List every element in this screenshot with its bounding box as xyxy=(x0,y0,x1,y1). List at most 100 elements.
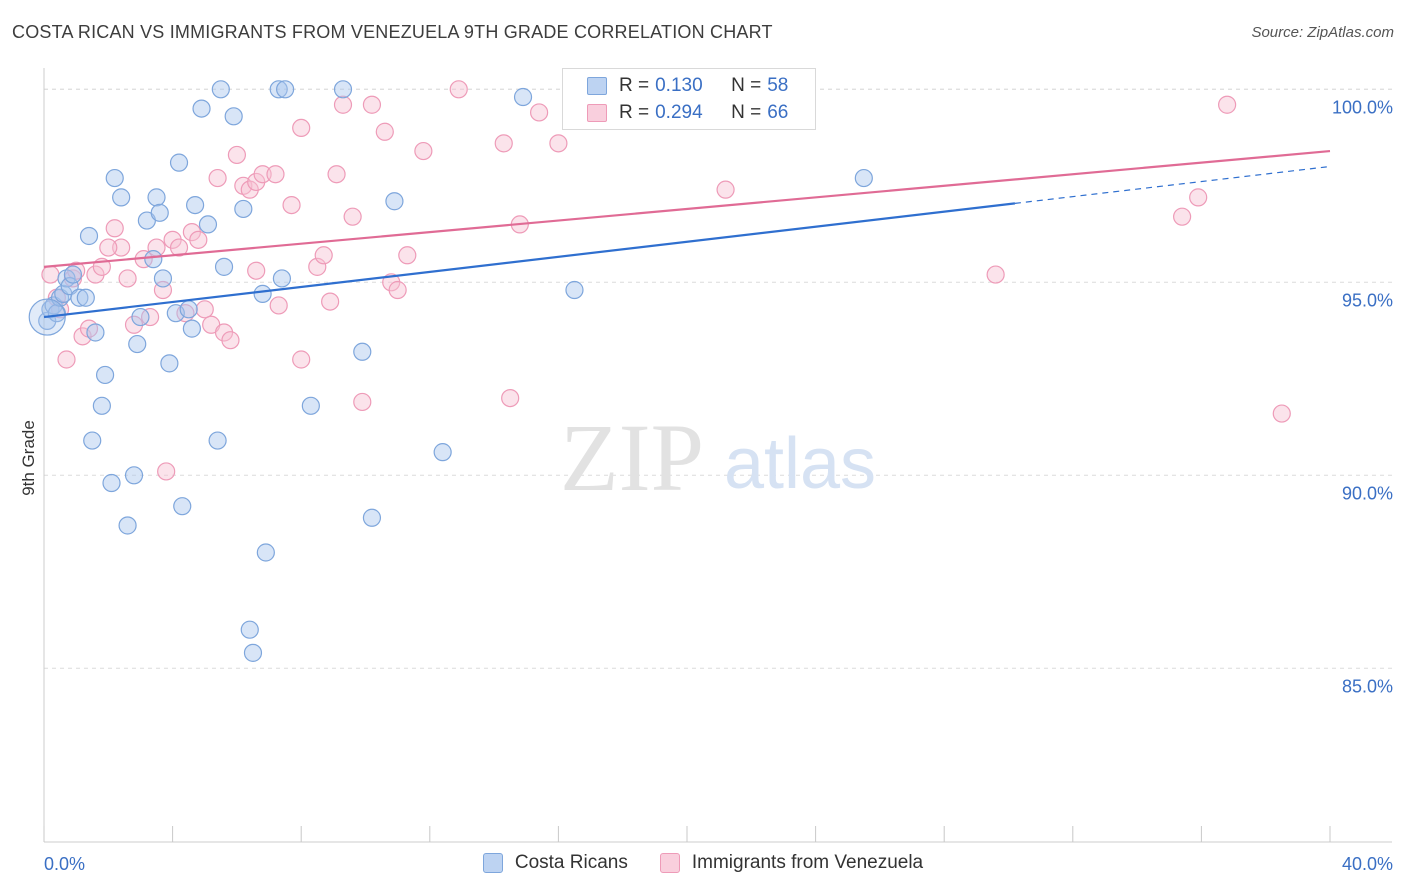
data-point-costa-rican xyxy=(124,466,144,485)
data-point-venezuela xyxy=(221,331,240,350)
data-point-costa-rican xyxy=(128,334,147,354)
data-point-costa-rican xyxy=(147,188,166,207)
data-point-venezuela xyxy=(157,462,176,481)
data-point-venezuela xyxy=(57,350,76,369)
data-point-costa-rican xyxy=(854,168,873,188)
data-point-costa-rican xyxy=(63,265,83,284)
data-point-costa-rican xyxy=(182,319,201,338)
data-point-venezuela xyxy=(327,165,346,184)
data-point-costa-rican xyxy=(95,365,115,385)
data-point-venezuela xyxy=(253,165,272,184)
data-point-venezuela xyxy=(1272,404,1291,423)
data-point-venezuela xyxy=(549,134,568,153)
chart-title: COSTA RICAN VS IMMIGRANTS FROM VENEZUELA… xyxy=(12,22,773,42)
data-point-costa-rican xyxy=(112,188,131,207)
legend-r-value: 0.294 xyxy=(655,102,703,123)
data-point-costa-rican xyxy=(198,215,218,234)
data-point-venezuela xyxy=(501,389,520,408)
y-axis-title: 9th Grade xyxy=(19,420,38,496)
y-tick-label: 85.0% xyxy=(1342,676,1393,696)
x-tick-label: 40.0% xyxy=(1342,854,1393,874)
data-point-costa-rican xyxy=(565,280,584,300)
legend-item-costa-ricans[interactable]: Costa Ricans xyxy=(482,852,628,874)
legend-row-venezuela: R = 0.294 N = 66 xyxy=(587,101,788,125)
data-point-costa-rican xyxy=(102,473,121,493)
data-point-venezuela xyxy=(388,280,407,300)
data-point-costa-rican xyxy=(118,516,137,535)
data-point-venezuela xyxy=(986,265,1005,284)
legend-n-value: 58 xyxy=(767,75,789,96)
legend-r-value: 0.130 xyxy=(655,75,703,96)
data-point-venezuela xyxy=(1173,207,1192,226)
data-point-venezuela xyxy=(398,246,417,265)
data-point-costa-rican xyxy=(276,80,295,99)
data-point-costa-rican xyxy=(353,342,372,361)
data-point-venezuela xyxy=(292,118,311,138)
y-tick-label: 90.0% xyxy=(1342,483,1393,503)
data-point-costa-rican xyxy=(105,168,124,188)
data-point-costa-rican xyxy=(179,300,198,319)
data-point-costa-rican xyxy=(234,199,253,219)
legend-r-label: R = xyxy=(619,102,650,123)
data-point-costa-rican xyxy=(513,87,533,107)
data-point-venezuela xyxy=(41,265,60,284)
y-tick-label: 100.0% xyxy=(1332,97,1393,117)
data-point-venezuela xyxy=(530,103,549,122)
trend-layer xyxy=(43,149,1331,319)
grid-layer xyxy=(44,88,1392,669)
watermark-atlas: atlas xyxy=(724,424,876,504)
data-point-venezuela xyxy=(118,269,137,288)
legend-item-venezuela[interactable]: Immigrants from Venezuela xyxy=(659,852,924,874)
trendline-costa-rican-extension xyxy=(1014,165,1331,204)
data-point-venezuela xyxy=(105,219,124,238)
legend-swatch-blue xyxy=(587,77,607,95)
data-point-venezuela xyxy=(247,261,266,280)
data-point-costa-rican xyxy=(192,99,211,118)
data-point-costa-rican xyxy=(243,643,263,662)
data-point-costa-rican xyxy=(240,620,259,639)
data-point-costa-rican xyxy=(83,431,102,450)
data-point-costa-rican xyxy=(211,80,230,99)
legend-n-label: N = xyxy=(731,102,762,123)
data-point-costa-rican xyxy=(169,153,189,172)
x-tick-label: 0.0% xyxy=(44,854,85,874)
data-point-costa-rican xyxy=(70,288,89,307)
data-point-costa-rican xyxy=(224,107,243,126)
data-point-costa-rican xyxy=(144,250,163,269)
source-note: Source: ZipAtlas.com xyxy=(1251,24,1394,41)
data-point-venezuela xyxy=(314,246,333,265)
data-point-venezuela xyxy=(269,296,288,315)
points-venezuela xyxy=(41,80,1291,481)
data-point-venezuela xyxy=(140,307,160,327)
points-costa-rican xyxy=(28,80,873,662)
data-point-venezuela xyxy=(208,168,227,188)
data-point-costa-rican xyxy=(160,354,179,373)
data-point-costa-rican xyxy=(131,307,150,327)
data-point-costa-rican xyxy=(153,269,173,288)
data-point-venezuela xyxy=(292,350,311,369)
data-point-venezuela xyxy=(321,292,340,311)
data-point-costa-rican xyxy=(60,277,79,296)
data-point-costa-rican xyxy=(362,508,382,527)
data-point-venezuela xyxy=(169,238,189,257)
data-point-venezuela xyxy=(308,257,327,276)
data-point-costa-rican xyxy=(79,226,99,246)
legend-n-value: 66 xyxy=(767,102,789,123)
data-point-venezuela xyxy=(494,134,513,153)
legend-label-venezuela: Immigrants from Venezuela xyxy=(691,852,924,873)
y-tick-label: 95.0% xyxy=(1342,290,1393,310)
data-point-venezuela xyxy=(266,165,285,184)
data-point-venezuela xyxy=(227,145,246,165)
data-point-venezuela xyxy=(343,207,362,226)
data-point-costa-rican xyxy=(253,284,272,303)
data-point-venezuela xyxy=(414,141,433,161)
data-point-costa-rican xyxy=(92,396,111,415)
legend-row-costa-rican: R = 0.130 N = 58 xyxy=(587,74,788,98)
data-point-venezuela xyxy=(353,392,372,412)
data-point-costa-rican xyxy=(272,269,292,288)
data-point-costa-rican xyxy=(214,257,234,276)
data-point-venezuela xyxy=(282,196,301,215)
data-point-costa-rican xyxy=(433,443,452,462)
trendline-venezuela xyxy=(43,149,1331,268)
